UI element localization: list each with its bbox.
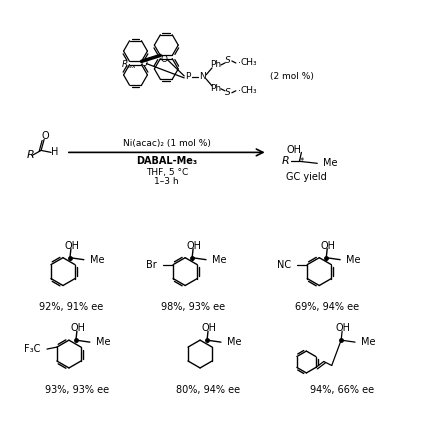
Text: *: * — [299, 157, 304, 166]
Text: O: O — [141, 59, 148, 68]
Text: 92%, 91% ee: 92%, 91% ee — [39, 302, 103, 312]
Text: 93%, 93% ee: 93%, 93% ee — [45, 385, 109, 395]
Text: Ph: Ph — [210, 84, 222, 93]
Text: Ni(acac)₂ (1 mol %): Ni(acac)₂ (1 mol %) — [123, 139, 211, 148]
Text: 1–3 h: 1–3 h — [154, 177, 179, 186]
Text: 80%, 94% ee: 80%, 94% ee — [176, 385, 240, 395]
Text: Me: Me — [90, 255, 104, 265]
Text: OH: OH — [70, 323, 85, 333]
Text: CH₃: CH₃ — [240, 86, 257, 95]
Text: R: R — [282, 156, 289, 166]
Text: O: O — [41, 130, 49, 141]
Text: OH: OH — [187, 241, 202, 251]
Text: CH₃: CH₃ — [240, 59, 257, 68]
Text: NC: NC — [277, 260, 291, 270]
Text: Br: Br — [146, 260, 157, 270]
Text: Me: Me — [96, 337, 110, 347]
Text: Me: Me — [361, 337, 376, 347]
Text: H: H — [51, 147, 59, 157]
Text: S: S — [225, 88, 231, 97]
Text: 69%, 94% ee: 69%, 94% ee — [295, 302, 359, 312]
Text: Me: Me — [227, 337, 242, 347]
Text: 94%, 66% ee: 94%, 66% ee — [310, 385, 374, 395]
Text: OH: OH — [64, 241, 80, 251]
Text: P: P — [185, 73, 191, 81]
Text: R: R — [26, 150, 34, 160]
Text: OH: OH — [335, 323, 351, 333]
Text: ·: · — [238, 58, 241, 68]
Text: Me: Me — [212, 255, 226, 265]
Text: GC yield: GC yield — [286, 172, 327, 182]
Text: OH: OH — [287, 146, 302, 155]
Text: $R_{ax}$: $R_{ax}$ — [121, 59, 137, 71]
Text: Ph: Ph — [210, 60, 222, 70]
Text: OH: OH — [201, 323, 217, 333]
Text: O: O — [161, 55, 168, 64]
Text: ·: · — [238, 86, 241, 96]
Text: (2 mol %): (2 mol %) — [269, 73, 313, 81]
Text: DABAL-Me₃: DABAL-Me₃ — [136, 156, 198, 166]
Text: S: S — [225, 57, 231, 65]
Text: 98%, 93% ee: 98%, 93% ee — [161, 302, 225, 312]
Text: THF, 5 °C: THF, 5 °C — [146, 168, 188, 177]
Text: OH: OH — [321, 241, 336, 251]
Text: Me: Me — [346, 255, 361, 265]
Text: Me: Me — [323, 158, 338, 168]
Text: F₃C: F₃C — [24, 344, 40, 354]
Text: N: N — [199, 73, 206, 81]
